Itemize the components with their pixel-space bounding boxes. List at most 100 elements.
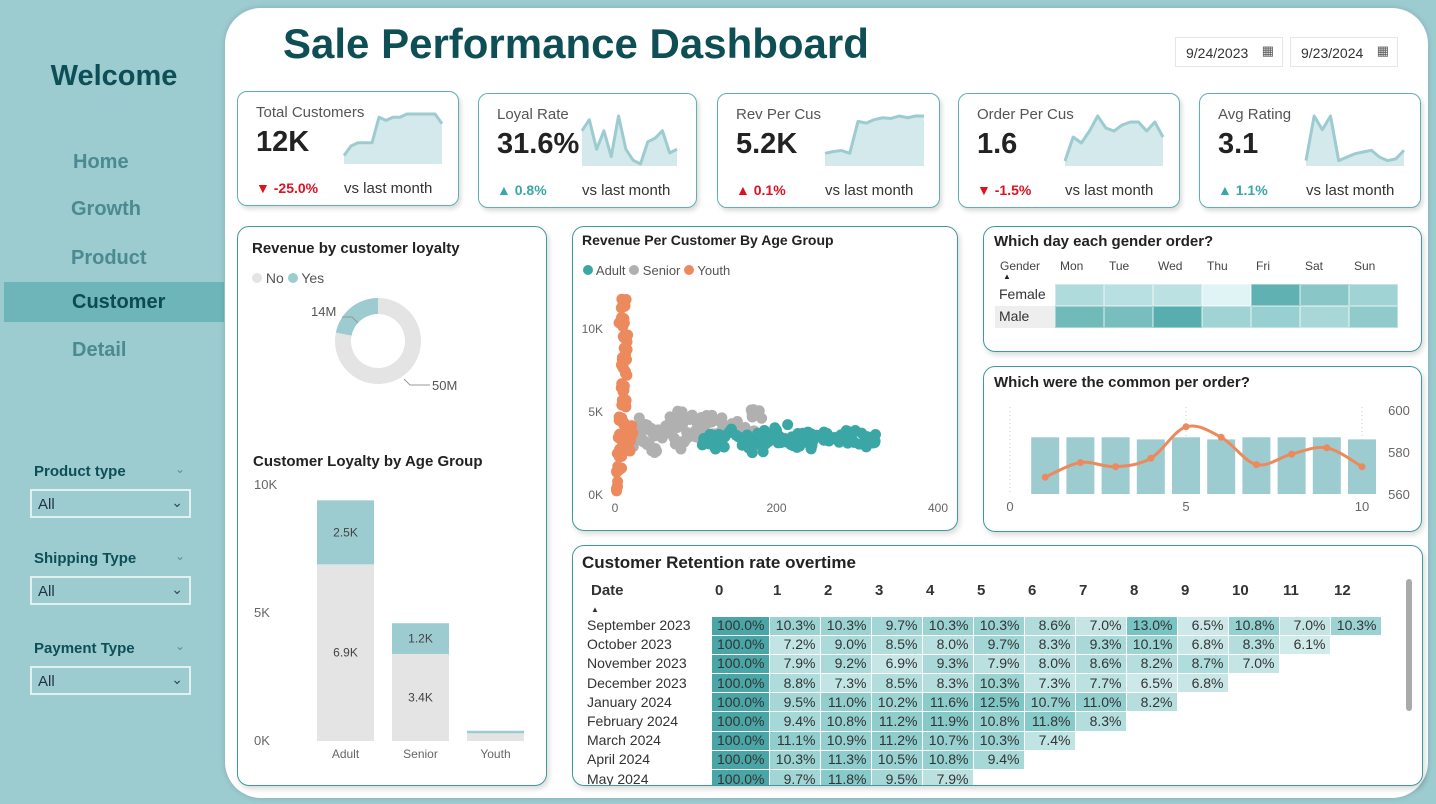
x-tick-label: 0: [612, 501, 619, 515]
heatmap-cell-male-sun[interactable]: [1349, 306, 1398, 328]
heatmap-cell-male-mon[interactable]: [1055, 306, 1104, 328]
period-column-header[interactable]: 12: [1334, 582, 1351, 599]
period-column-header[interactable]: 10: [1232, 582, 1249, 599]
nav-home[interactable]: Home: [73, 151, 129, 173]
sparkline-area: [344, 114, 442, 164]
retention-cell: 10.3%: [972, 673, 1025, 694]
scatter-point-adult: [725, 423, 737, 435]
period-column-header[interactable]: 3: [875, 582, 884, 599]
product-type-dropdown[interactable]: All ⌄: [30, 489, 191, 518]
heatmap-cell-female-thu[interactable]: [1202, 284, 1251, 306]
retention-cell: 10.3%: [972, 730, 1025, 751]
collapse-chevron-icon[interactable]: ⌄: [175, 462, 186, 476]
retention-cell: 10.3%: [1329, 615, 1382, 636]
scatter-chart[interactable]: 0K 5K 10K 0 200 400: [573, 227, 959, 532]
period-column-header[interactable]: 7: [1079, 582, 1088, 599]
kpi-card-order-per-cus[interactable]: Order Per Cus 1.6 ▼ -1.5% vs last month: [958, 93, 1180, 208]
retention-cell: 10.8%: [921, 749, 974, 771]
sparkline-area: [1306, 116, 1404, 166]
kpi-compare: vs last month: [825, 182, 914, 199]
period-column-header[interactable]: 9: [1181, 582, 1190, 599]
kpi-card-rev-per-cus[interactable]: Rev Per Cus 5.2K ▲ 0.1% vs last month: [717, 93, 940, 208]
scrollbar[interactable]: [1406, 579, 1412, 711]
kpi-card-total-customers[interactable]: Total Customers 12K ▼ -25.0% vs last mon…: [237, 91, 459, 206]
retention-cell: 10.8%: [1227, 615, 1280, 636]
start-date-picker[interactable]: 9/24/2023 ▦: [1175, 37, 1283, 67]
scatter-point-adult: [773, 430, 785, 442]
calendar-icon[interactable]: ▦: [1261, 43, 1274, 58]
heatmap-cell-female-wed[interactable]: [1153, 284, 1202, 306]
chevron-down-icon: ⌄: [171, 671, 183, 687]
line-point: [1041, 473, 1049, 481]
retention-cell: 100.0%: [710, 768, 770, 785]
period-column-header[interactable]: 5: [977, 582, 986, 599]
bar: [1207, 439, 1236, 494]
calendar-icon[interactable]: ▦: [1376, 43, 1389, 58]
heatmap-cell-female-sat[interactable]: [1300, 284, 1349, 306]
payment-type-dropdown[interactable]: All ⌄: [30, 666, 191, 695]
donut-chart[interactable]: [238, 227, 548, 427]
legend-no[interactable]: No: [265, 270, 284, 286]
shipping-type-label: Shipping Type: [34, 550, 137, 567]
retention-cell: 100.0%: [710, 615, 770, 636]
kpi-card-loyal-rate[interactable]: Loyal Rate 31.6% ▲ 0.8% vs last month: [478, 93, 697, 208]
heatmap-cell-female-mon[interactable]: [1055, 284, 1104, 306]
kpi-change: ▲ 1.1%: [1218, 182, 1268, 198]
legend-yes[interactable]: Yes: [301, 270, 325, 286]
kpi-compare: vs last month: [1065, 182, 1154, 199]
empty-cell: [1329, 634, 1382, 655]
end-date-picker[interactable]: 9/23/2024 ▦: [1290, 37, 1398, 67]
bar-data-label: 3.4K: [408, 690, 433, 704]
retention-cell: 8.3%: [1074, 711, 1127, 732]
date-column-header[interactable]: Date ▲: [587, 582, 711, 616]
heatmap-cell-female-fri[interactable]: [1251, 284, 1300, 306]
heatmap-cell-female-tue[interactable]: [1104, 284, 1153, 306]
period-column-header[interactable]: 6: [1028, 582, 1037, 599]
period-column-header[interactable]: 8: [1130, 582, 1139, 599]
shipping-type-dropdown[interactable]: All ⌄: [30, 576, 191, 605]
retention-cell: 11.8%: [819, 768, 872, 785]
scatter-point-senior: [715, 416, 727, 428]
nav-customer[interactable]: Customer: [4, 282, 224, 322]
scatter-point-adult: [867, 437, 879, 449]
donut-slice-no: [335, 298, 421, 384]
period-column-header[interactable]: 0: [715, 582, 724, 599]
kpi-value: 1.6: [977, 128, 1018, 160]
heatmap-column-header: Thu: [1207, 259, 1228, 273]
heatmap-cell-male-tue[interactable]: [1104, 306, 1153, 328]
collapse-chevron-icon[interactable]: ⌄: [175, 549, 186, 563]
kpi-label: Order Per Cus: [977, 106, 1074, 123]
retention-cell: 11.9%: [921, 711, 974, 732]
kpi-card-avg-rating[interactable]: Avg Rating 3.1 ▲ 1.1% vs last month: [1199, 93, 1421, 208]
retention-header-row: Date ▲ 0 1 2 3 4 5 6 7 8 9 10 11 12: [587, 582, 1381, 616]
heatmap-cell-male-sat[interactable]: [1300, 306, 1349, 328]
y2-tick-label: 560: [1388, 487, 1410, 502]
scatter-point-adult: [818, 426, 830, 438]
sparkline-line: [824, 114, 924, 155]
line-point: [1182, 423, 1190, 431]
scatter-point-senior: [750, 406, 762, 418]
retention-cell: 7.3%: [1023, 673, 1076, 694]
heatmap-cell-male-wed[interactable]: [1153, 306, 1202, 328]
heatmap-cell-female-sun[interactable]: [1349, 284, 1398, 306]
heatmap-cell-male-fri[interactable]: [1251, 306, 1300, 328]
retention-cell: 10.8%: [972, 711, 1025, 732]
kpi-change: ▲ 0.1%: [736, 182, 786, 198]
period-column-header[interactable]: 1: [773, 582, 782, 599]
combo-title: Which were the common per order?: [994, 374, 1250, 391]
scatter-point-adult: [709, 443, 721, 455]
y-tick-label: 10K: [254, 477, 277, 492]
period-column-header[interactable]: 2: [824, 582, 833, 599]
period-column-header[interactable]: 11: [1283, 582, 1299, 599]
nav-growth[interactable]: Growth: [71, 198, 141, 220]
heatmap-cell-male-thu[interactable]: [1202, 306, 1251, 328]
combo-chart[interactable]: 560 580 600 0 5 10: [984, 367, 1423, 533]
nav-detail[interactable]: Detail: [72, 339, 127, 361]
period-column-header[interactable]: 4: [926, 582, 935, 599]
heatmap-row-header[interactable]: Gender: [1000, 259, 1041, 273]
legend-senior[interactable]: Senior: [642, 263, 681, 278]
legend-youth[interactable]: Youth: [697, 263, 731, 278]
nav-product[interactable]: Product: [71, 247, 147, 269]
legend-adult[interactable]: Adult: [595, 263, 626, 278]
collapse-chevron-icon[interactable]: ⌄: [175, 639, 186, 653]
